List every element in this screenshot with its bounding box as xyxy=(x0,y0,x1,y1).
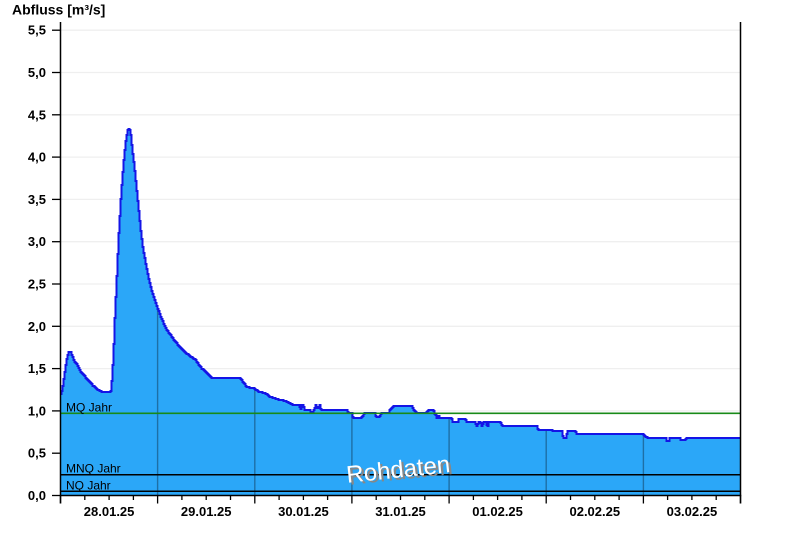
svg-text:4,0: 4,0 xyxy=(28,150,46,165)
svg-text:2,0: 2,0 xyxy=(28,319,46,334)
svg-text:03.02.25: 03.02.25 xyxy=(667,504,718,519)
svg-text:30.01.25: 30.01.25 xyxy=(278,504,329,519)
svg-text:02.02.25: 02.02.25 xyxy=(569,504,620,519)
svg-text:0,0: 0,0 xyxy=(28,488,46,503)
svg-text:MNQ Jahr: MNQ Jahr xyxy=(66,462,121,476)
svg-text:1,0: 1,0 xyxy=(28,403,46,418)
svg-text:MQ Jahr: MQ Jahr xyxy=(66,400,112,414)
svg-text:2,5: 2,5 xyxy=(28,277,46,292)
svg-text:28.01.25: 28.01.25 xyxy=(84,504,135,519)
svg-text:NQ Jahr: NQ Jahr xyxy=(66,478,111,492)
svg-text:3,5: 3,5 xyxy=(28,192,46,207)
svg-text:3,0: 3,0 xyxy=(28,234,46,249)
svg-text:31.01.25: 31.01.25 xyxy=(375,504,426,519)
svg-text:0,5: 0,5 xyxy=(28,446,46,461)
svg-text:Abfluss [m³/s]: Abfluss [m³/s] xyxy=(12,2,105,18)
svg-text:4,5: 4,5 xyxy=(28,107,46,122)
svg-text:5,0: 5,0 xyxy=(28,65,46,80)
svg-text:29.01.25: 29.01.25 xyxy=(181,504,232,519)
svg-text:5,5: 5,5 xyxy=(28,23,46,38)
svg-text:1,5: 1,5 xyxy=(28,361,46,376)
svg-text:01.02.25: 01.02.25 xyxy=(472,504,523,519)
